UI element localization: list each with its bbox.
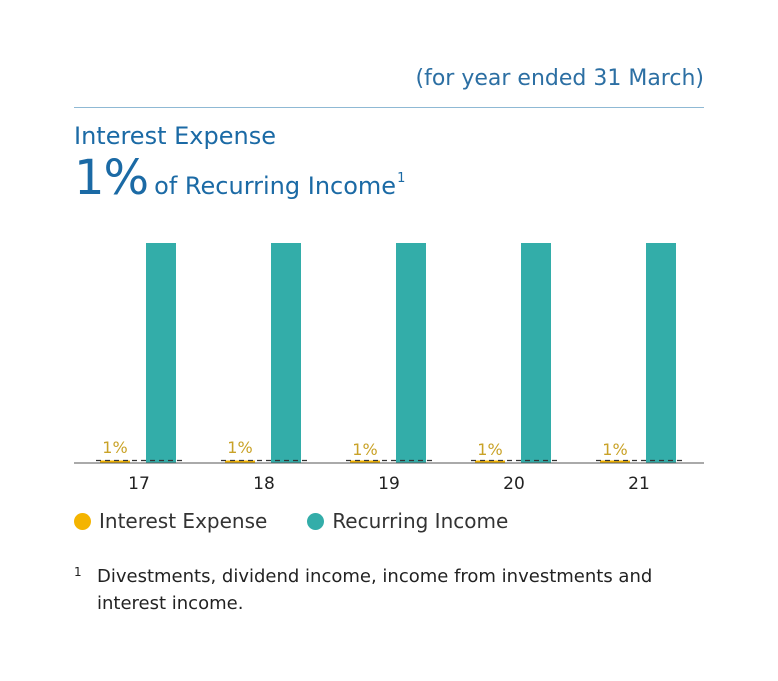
legend-item-interest-expense: Interest Expense	[74, 509, 267, 533]
legend-item-recurring-income: Recurring Income	[307, 509, 508, 533]
data-label-17: 1%	[102, 438, 127, 457]
headline-text: of Recurring Income	[154, 172, 397, 200]
period-note: (for year ended 31 March)	[415, 66, 704, 91]
bar-recurring-income-21	[646, 243, 676, 463]
bar-recurring-income-17	[146, 243, 176, 463]
legend-label-interest-expense: Interest Expense	[99, 509, 268, 533]
data-label-18: 1%	[227, 438, 252, 457]
tick-label-18: 18	[253, 474, 275, 494]
headline: 1% of Recurring Income1	[74, 150, 405, 206]
bar-recurring-income-18	[271, 243, 301, 463]
data-label-21: 1%	[602, 440, 627, 459]
footnote-number: 1	[74, 565, 82, 579]
bar-interest-expense-17	[100, 460, 130, 463]
bar-interest-expense-21	[600, 460, 630, 463]
footnote: 1 Divestments, dividend income, income f…	[74, 563, 714, 617]
data-label-20: 1%	[477, 440, 502, 459]
tick-label-17: 17	[128, 474, 150, 494]
bar-interest-expense-20	[475, 460, 505, 463]
legend-swatch-interest-expense	[74, 512, 91, 530]
chart-title: Interest Expense	[74, 122, 276, 150]
data-label-19: 1%	[352, 440, 377, 459]
bar-recurring-income-20	[521, 243, 551, 463]
tick-label-19: 19	[378, 474, 400, 494]
headline-footnote-mark: 1	[397, 171, 406, 186]
legend-label-recurring-income: Recurring Income	[332, 509, 509, 533]
bar-recurring-income-19	[396, 243, 426, 463]
footnote-text: Divestments, dividend income, income fro…	[97, 566, 653, 614]
bar-interest-expense-19	[350, 460, 380, 463]
tick-label-21: 21	[628, 474, 650, 494]
tick-label-20: 20	[503, 474, 525, 494]
headline-value: 1%	[74, 150, 149, 206]
bar-interest-expense-18	[225, 460, 255, 463]
legend: Interest Expense Recurring Income	[74, 509, 508, 533]
legend-swatch-recurring-income	[307, 512, 325, 530]
header-divider	[74, 107, 704, 108]
